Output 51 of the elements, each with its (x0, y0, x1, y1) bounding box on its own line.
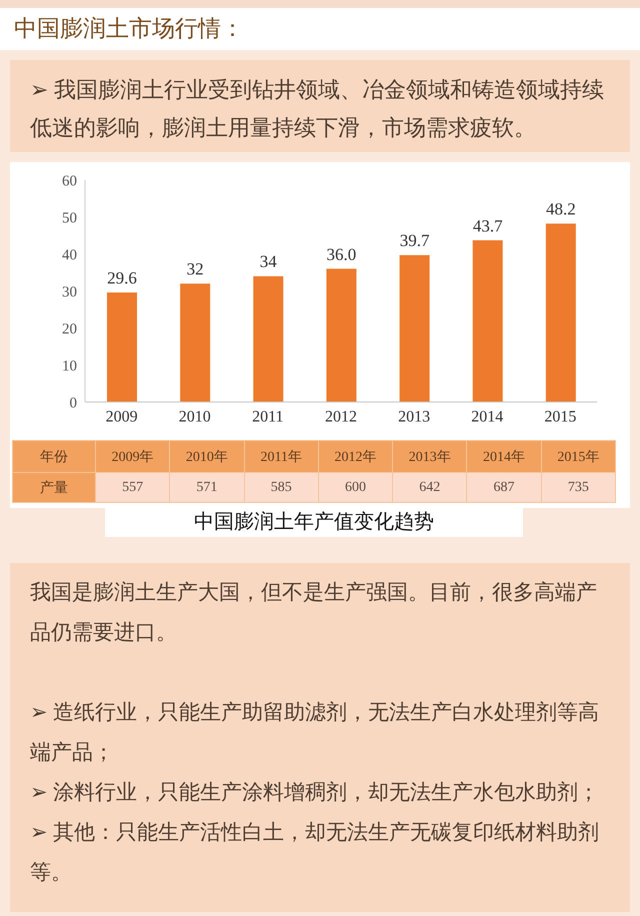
y-tick-label: 60 (62, 173, 77, 190)
x-tick-label: 2010年 (186, 450, 228, 464)
x-tick-label: 2015 (544, 408, 576, 426)
chart-title: 中国膨润土市场行情： (14, 15, 244, 43)
data-label: 48.2 (546, 200, 576, 219)
bar (253, 276, 284, 402)
x-tick-label: 2011年 (260, 450, 302, 464)
x-tick-label: 2009 (106, 408, 138, 426)
bar (326, 268, 356, 402)
x-tick-label: 2013年 (408, 450, 451, 464)
data-label: 34 (260, 252, 278, 272)
x-tick-label: 2014年 (483, 450, 526, 464)
x-axis-title: 年份 (40, 450, 68, 464)
annotation: 中国膨润土年产值变化趋势 (194, 511, 434, 533)
data-label: 642 (392, 472, 467, 502)
x-tick-label: 2014 (471, 408, 504, 426)
y-tick-label: 10 (62, 358, 77, 374)
bar (180, 284, 210, 402)
x-tick-label: 2012年 (334, 450, 376, 464)
data-label: 585 (244, 472, 318, 502)
y-tick-label: 30 (62, 284, 77, 300)
data-label: 39.7 (400, 231, 430, 250)
bar (400, 255, 430, 402)
bar (107, 292, 137, 402)
y-tick-label: 50 (62, 210, 77, 226)
data-label: 600 (318, 472, 393, 502)
data-label: 43.7 (472, 216, 504, 236)
bar (546, 224, 576, 402)
y-tick-label: 20 (62, 321, 77, 338)
x-tick-label: 2010 (178, 408, 211, 426)
text: ➢ 我国膨润土行业受到钻井领域、冶金领域和铸造领域持续低迷的影响，膨润土用量持续下滑，市场需求疲软。 (30, 77, 604, 140)
x-tick-label: 2013 (398, 408, 430, 426)
text: ➢ 涂料行业，只能生产涂料增稠剂，却无法生产水包水助剂； (30, 780, 599, 804)
x-tick-label: 2011 (252, 408, 284, 426)
data-label: 32 (186, 260, 204, 279)
text: ➢ 造纸行业，只能生产助留助滤剂，无法生产白水处理剂等高端产品； (30, 700, 599, 764)
data-label: 557 (96, 472, 170, 502)
x-tick-label: 2009年 (112, 450, 154, 464)
x-tick-label: 2015年 (557, 450, 600, 464)
text: 我国是膨润土生产大国，但不是生产强国。目前，很多高端产品仍需要进口。 (30, 580, 597, 644)
y-tick-label: 0 (70, 395, 77, 412)
data-label: 571 (170, 472, 244, 502)
data-label: 687 (466, 472, 542, 502)
y-tick-label: 产量 (40, 480, 68, 496)
data-label: 735 (541, 472, 616, 502)
text: ➢ 其他：只能生产活性白土，却无法生产无碳复印纸材料助剂等。 (30, 820, 599, 884)
bar (472, 240, 503, 402)
y-tick-label: 40 (62, 247, 77, 264)
x-tick-label: 2012 (325, 408, 357, 426)
data-label: 29.6 (107, 268, 137, 288)
data-label: 36.0 (326, 244, 356, 264)
